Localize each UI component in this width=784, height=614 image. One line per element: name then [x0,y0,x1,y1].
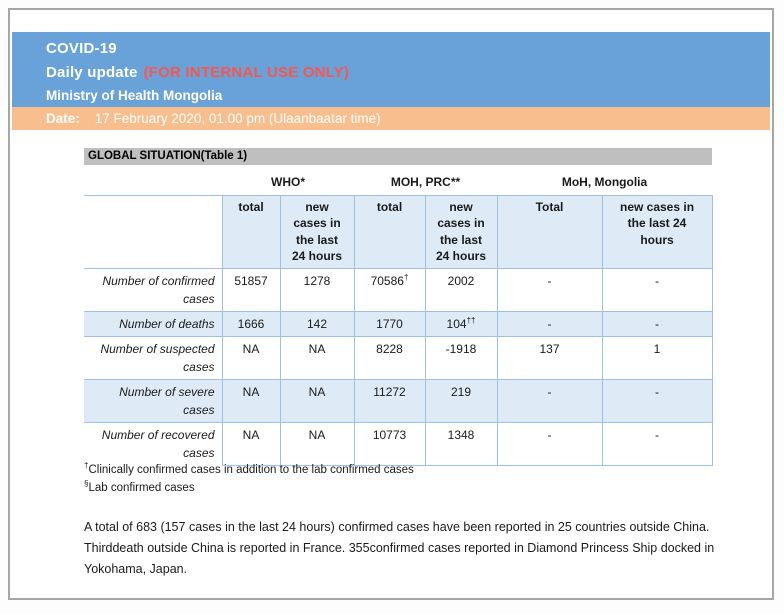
subheader-prc-total: total [353,194,426,269]
cell: 219 [424,378,498,423]
footnote-clinical: †Clinically confirmed cases in addition … [84,462,714,480]
group-header-spacer [84,170,222,195]
column-group-header-row: WHO* MOH, PRC** MoH, Mongolia [84,170,712,195]
date-band: Date: 17 February 2020, 01.00 pm (Ulaanba… [12,107,770,130]
subheader-mongolia-total: Total [496,194,603,269]
internal-use-note: (FOR INTERNAL USE ONLY) [143,64,350,81]
cell: NA [221,421,281,466]
cell-value: 104 [446,316,467,331]
cell: - [601,310,713,337]
row-label: Number of suspected cases [84,335,223,380]
dagger-mark: † [84,461,89,471]
cell: 8228 [353,335,426,380]
cell: - [496,421,603,466]
cell: 1348 [424,421,498,466]
cell: - [601,267,713,312]
double-dagger-mark: †† [466,315,476,325]
cell: 2002 [424,267,498,312]
footnote-lab: §Lab confirmed cases [84,478,714,498]
cell: 137 [496,335,603,380]
subheader-who-new: new cases in the last 24 hours [279,194,355,269]
cell: 51857 [221,267,281,312]
table-row-confirmed: Number of confirmed cases 51857 1278 705… [84,267,713,312]
cell: NA [221,378,281,423]
table-row-suspected: Number of suspected cases NA NA 8228 -19… [84,335,713,380]
table-footnotes: †Clinically confirmed cases in addition … [84,462,714,497]
summary-paragraph: A total of 683 (157 cases in the last 24… [84,520,715,576]
cell: NA [279,421,355,466]
cell: - [601,378,713,423]
footnote-text: Clinically confirmed cases in addition t… [88,464,414,476]
global-situation-table: WHO* MOH, PRC** MoH, Mongolia total new … [84,170,713,466]
cell: NA [279,335,355,380]
group-header-moh-mongolia: MoH, Mongolia [561,174,648,189]
report-page: COVID-19 Daily update (FOR INTERNAL USE O… [8,8,774,600]
subheader-who-total: total [221,194,281,269]
cell: 70586† [353,267,426,312]
cell: - [496,310,603,337]
doc-subtitle: Daily update [46,64,138,81]
cell-value: 70586 [370,273,404,288]
cell: 1770 [353,310,426,337]
date-value: 17 February 2020, 01.00 pm (Ulaanbaatar … [94,111,381,126]
table-row-recovered: Number of recovered cases NA NA 10773 13… [84,421,713,466]
doc-title: COVID-19 [46,40,117,57]
section-mark: § [84,478,89,488]
row-label: Number of confirmed cases [84,267,223,312]
cell: -1918 [424,335,498,380]
row-label: Number of severe cases [84,378,223,423]
date-label: Date: [46,111,80,126]
cell: - [496,378,603,423]
cell: 1 [601,335,713,380]
row-label: Number of recovered cases [84,421,223,465]
cell: - [601,421,713,466]
subheader-mongolia-new: new cases in the last 24 hours [601,194,713,269]
cell: - [496,267,603,312]
cell: 1666 [221,310,281,337]
doc-subtitle-line: Daily update (FOR INTERNAL USE ONLY) [46,60,770,85]
group-header-moh-prc: MOH, PRC** [390,174,461,189]
header-band: COVID-19 Daily update (FOR INTERNAL USE O… [12,32,770,107]
table-row-severe: Number of severe cases NA NA 11272 219 -… [84,378,713,423]
subheader-prc-new: new cases in the last 24 hours [424,194,498,269]
cell: 10773 [353,421,426,466]
table-row-deaths: Number of deaths 1666 142 1770 104†† - - [84,310,713,337]
section-title-bar: GLOBAL SITUATION(Table 1) [84,148,712,165]
cell: 1278 [279,267,355,312]
cell: NA [221,335,281,380]
footnote-text: Lab confirmed cases [88,481,195,494]
group-header-who: WHO* [271,174,305,189]
cell: 11272 [353,378,426,423]
cell: NA [279,378,355,423]
row-label: Number of deaths [84,310,223,337]
cell: 104†† [424,310,498,337]
cell: 142 [279,310,355,337]
subheader-row: total new cases in the last 24 hours tot… [84,194,713,269]
subheader-spacer [84,194,223,269]
dagger-mark: † [403,272,409,282]
doc-organization: Ministry of Health Mongolia [46,88,223,103]
